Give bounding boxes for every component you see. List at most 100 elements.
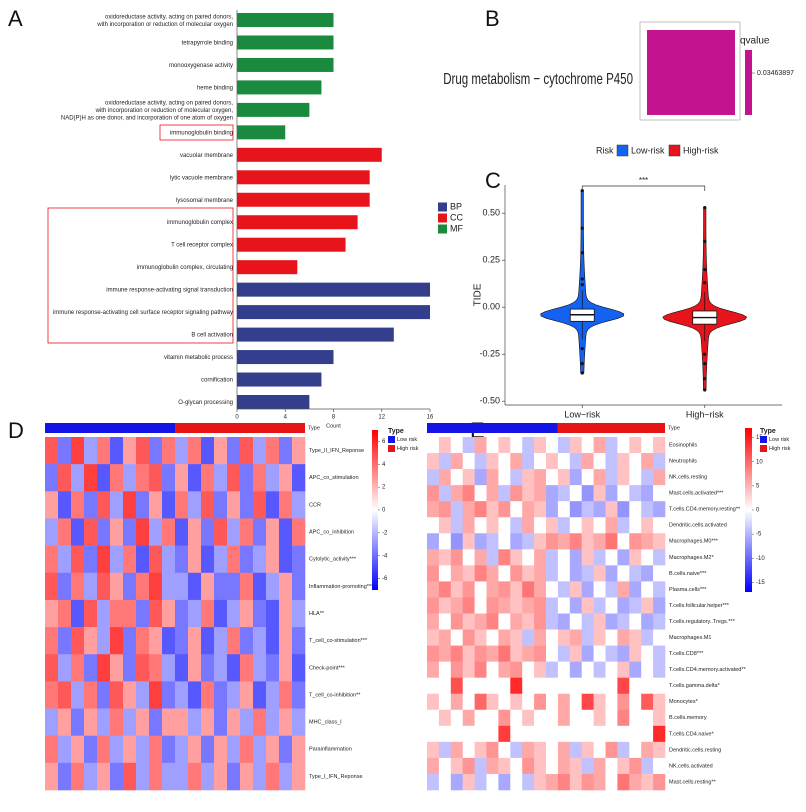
heatmap-cell <box>629 485 642 502</box>
colorbar-label: 10 <box>756 459 763 465</box>
heatmap-cell <box>292 735 306 764</box>
violin <box>540 190 625 374</box>
heatmap-cell <box>188 708 202 736</box>
heatmap-cell <box>653 437 666 454</box>
legend-swatch <box>668 144 681 157</box>
heatmap-cell <box>581 597 594 614</box>
heatmap-cell <box>450 677 463 695</box>
heatmap-cell <box>214 437 228 465</box>
heatmap-cell <box>450 517 463 534</box>
heatmap-cell <box>175 464 189 492</box>
heatmap-cell <box>214 572 228 601</box>
heatmap-cell <box>486 453 499 470</box>
heatmap-cell <box>201 708 215 736</box>
heatmap-cell <box>510 549 523 566</box>
heatmap-cell <box>641 469 654 486</box>
heatmap-cell <box>546 453 559 470</box>
row-label: CCR <box>309 502 321 508</box>
heatmap-cell <box>522 677 535 695</box>
heatmap-cell <box>557 677 571 695</box>
heatmap-cell <box>462 437 475 454</box>
heatmap-cell <box>498 549 511 566</box>
heatmap-cell <box>474 629 487 646</box>
heatmap-cell <box>486 437 499 454</box>
outlier <box>703 268 707 272</box>
heatmap-cell <box>462 517 475 534</box>
outlier <box>580 277 584 281</box>
heatmap-cell <box>534 549 547 566</box>
heatmap-cell <box>557 773 571 791</box>
heatmap-cell <box>136 654 150 682</box>
heatmap-cell <box>510 485 523 502</box>
heatmap-cell <box>292 437 306 465</box>
heatmap-cell <box>427 661 440 678</box>
heatmap-cell <box>427 629 440 646</box>
heatmap-cell <box>175 735 189 764</box>
heatmap-cell <box>510 517 523 534</box>
colorbar-label: 4 <box>382 462 386 468</box>
heatmap-cell <box>522 565 535 582</box>
heatmap-cell <box>534 517 547 534</box>
heatmap-cell <box>214 518 228 546</box>
heatmap-cell <box>546 501 559 518</box>
heatmap-cell <box>534 613 547 630</box>
heatmap-cell <box>557 661 571 678</box>
y-tick-label: cornification <box>201 377 233 383</box>
heatmap-cell <box>175 708 189 736</box>
heatmap-cell <box>253 735 267 764</box>
heatmap-cell <box>510 661 523 678</box>
row-label: Dendritic.cells.activated <box>669 523 727 529</box>
legend-swatch <box>388 445 395 452</box>
heatmap-cell <box>175 762 189 791</box>
y-tick-label: immune response-activating cell surface … <box>53 310 233 316</box>
heatmap-cell <box>546 693 559 711</box>
heatmap-cell <box>123 599 137 628</box>
heatmap-cell <box>227 654 241 682</box>
colorbar-label: -15 <box>756 580 765 586</box>
heatmap-cell <box>97 654 111 682</box>
heatmap-cell <box>617 501 630 518</box>
highlight-box <box>47 207 234 344</box>
heatmap-cell <box>266 518 280 546</box>
heatmap-cell <box>162 599 176 628</box>
y-tick-label: -0.50 <box>479 396 500 406</box>
heatmap-cell <box>653 533 666 550</box>
heatmap-cell <box>534 709 547 727</box>
heatmap-cell <box>438 693 452 711</box>
heatmap-cell <box>546 533 559 550</box>
heatmap-cell <box>522 709 535 727</box>
heatmap-cell <box>510 469 523 486</box>
bar <box>237 282 430 297</box>
heatmap-cell <box>136 681 150 709</box>
heatmap-cell <box>240 762 254 791</box>
heatmap-cell <box>641 437 654 454</box>
heatmap-cell <box>462 725 475 743</box>
heatmap-cell <box>498 469 511 486</box>
heatmap-cell <box>617 485 630 502</box>
heatmap-cell <box>97 572 111 601</box>
heatmap-cell <box>97 545 111 574</box>
heatmap-cell <box>486 549 499 566</box>
heatmap-cell <box>569 645 582 662</box>
heatmap-cell <box>214 735 228 764</box>
row-label: Parainflammation <box>309 747 352 753</box>
panel-label: C <box>485 168 501 193</box>
heatmap-cell <box>162 708 176 736</box>
heatmap-cell <box>641 709 654 727</box>
heatmap-cell <box>617 517 630 534</box>
heatmap-cell <box>498 773 511 791</box>
heatmap-cell <box>581 613 594 630</box>
heatmap-cell <box>450 549 463 566</box>
heatmap-cell <box>58 572 72 601</box>
heatmap-cell <box>58 599 72 628</box>
heatmap-cell <box>462 549 475 566</box>
heatmap-cell <box>581 693 594 711</box>
heatmap-cell <box>569 517 582 534</box>
heatmap-cell <box>253 437 267 465</box>
heatmap-cell <box>450 501 463 518</box>
heatmap-cell <box>629 629 642 646</box>
heatmap-cell <box>450 453 463 470</box>
heatmap-cell <box>45 708 59 736</box>
heatmap-cell <box>557 437 571 454</box>
outlier <box>703 388 707 392</box>
